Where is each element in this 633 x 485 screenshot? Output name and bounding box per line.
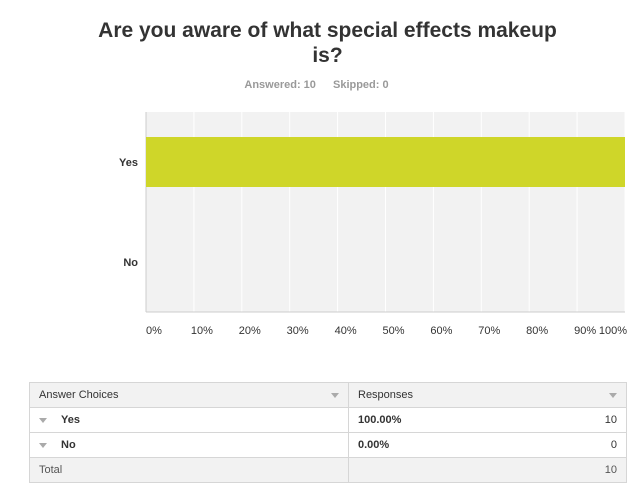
- total-label: Total: [29, 457, 349, 483]
- category-label: Yes: [119, 157, 138, 169]
- header-responses[interactable]: Responses: [348, 382, 627, 408]
- choice-cell: No: [29, 432, 349, 458]
- x-tick-label: 30%: [287, 325, 309, 337]
- x-tick-label: 60%: [430, 325, 452, 337]
- table-row: No 0.00% 0: [29, 432, 627, 458]
- chart-title: Are you aware of what special effects ma…: [98, 19, 557, 67]
- response-summary: Answered: 10 Skipped: 0: [0, 79, 633, 91]
- total-row: Total 10: [29, 457, 627, 483]
- answered-count: Answered: 10: [244, 79, 316, 91]
- x-tick-label: 100%: [599, 325, 627, 337]
- sort-caret-icon[interactable]: [609, 392, 617, 398]
- x-tick-label: 80%: [526, 325, 548, 337]
- x-tick-label: 40%: [335, 325, 357, 337]
- response-cell: 100.00% 10: [348, 407, 627, 433]
- table-row: Yes 100.00% 10: [29, 407, 627, 433]
- table-header-row: Answer Choices Responses: [29, 382, 627, 408]
- skipped-count: Skipped: 0: [332, 79, 389, 91]
- x-tick-label: 70%: [478, 325, 500, 337]
- x-tick-label: 10%: [191, 325, 213, 337]
- x-tick-label: 0%: [146, 325, 162, 337]
- responses-table: Answer Choices Responses Yes 100.00% 10 N…: [29, 382, 627, 483]
- bar: [146, 137, 625, 187]
- sort-caret-icon[interactable]: [331, 392, 339, 398]
- choice-cell: Yes: [29, 407, 349, 433]
- x-tick-label: 20%: [239, 325, 261, 337]
- category-label: No: [123, 257, 138, 269]
- x-tick-label: 50%: [382, 325, 404, 337]
- expand-caret-icon[interactable]: [39, 442, 47, 448]
- total-cell: 10: [348, 457, 627, 483]
- bar-chart: 0% 10% 20% 30% 40% 50% 60% 70% 80% 90% 100% Yes No: [119, 112, 627, 337]
- x-tick-label: 90%: [574, 325, 596, 337]
- header-answer-choices[interactable]: Answer Choices: [29, 382, 349, 408]
- response-cell: 0.00% 0: [348, 432, 627, 458]
- expand-caret-icon[interactable]: [39, 417, 47, 423]
